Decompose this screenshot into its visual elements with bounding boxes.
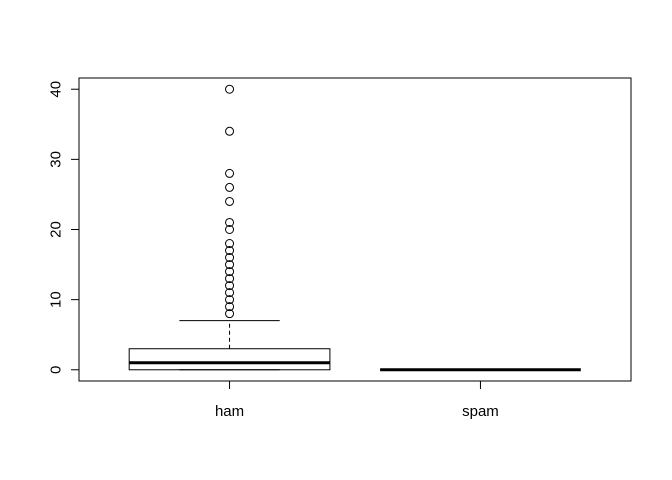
outlier-point	[225, 281, 235, 291]
outlier-point	[225, 239, 235, 249]
plot-frame	[78, 77, 632, 382]
outlier-point	[225, 84, 235, 94]
outlier-point	[225, 168, 235, 178]
outlier-point	[225, 302, 235, 312]
outlier-point	[225, 274, 235, 284]
box-ham	[128, 84, 331, 371]
iqr-box	[128, 348, 331, 371]
outlier-point	[225, 295, 235, 305]
x-axis: ham spam	[215, 380, 499, 420]
outlier-point	[225, 126, 235, 136]
outlier-point	[225, 182, 235, 192]
outlier-point	[225, 288, 235, 298]
outlier-point	[225, 225, 235, 234]
outlier-point	[225, 260, 235, 270]
y-tick-label-20: 20	[48, 221, 65, 238]
outlier-point	[225, 196, 235, 206]
outlier-point	[225, 246, 235, 256]
outlier-point	[225, 253, 235, 263]
y-tick-label-0: 0	[48, 366, 65, 374]
boxes	[128, 84, 581, 372]
outlier-point	[225, 217, 235, 227]
y-axis: 0 10 20 30 40	[48, 81, 80, 374]
x-tick-label-spam: spam	[462, 403, 499, 420]
y-tick-label-10: 10	[48, 291, 65, 308]
outlier-point	[225, 267, 235, 277]
y-tick-label-40: 40	[48, 81, 65, 98]
x-tick-label-ham: ham	[215, 403, 244, 420]
outlier-point	[225, 309, 235, 319]
y-tick-label-30: 30	[48, 151, 65, 168]
